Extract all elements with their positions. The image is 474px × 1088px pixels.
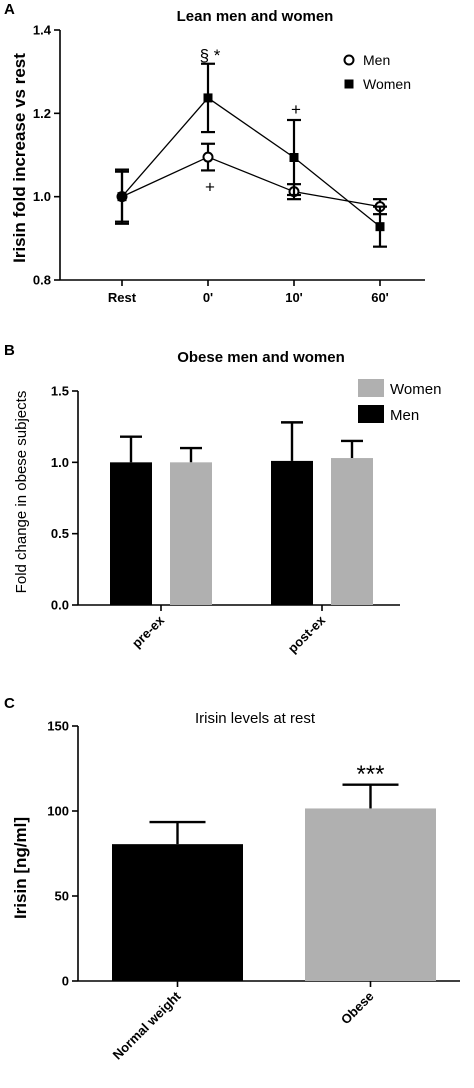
series-a (115, 62, 387, 248)
legend-label: Men (363, 52, 390, 68)
series-line-women (121, 97, 381, 228)
y-tick-label: 1.0 (33, 189, 51, 204)
y-tick-label: 1.0 (51, 455, 69, 470)
x-tick-label: post-ex (285, 612, 329, 656)
y-tick-label: 150 (47, 719, 69, 734)
legend-label: Women (390, 381, 441, 398)
y-axis-label-a: Irisin fold increase vs rest (10, 53, 29, 263)
x-ticks-b: pre-ex post-ex (129, 605, 329, 656)
legend-marker-men (343, 54, 355, 66)
y-tick-label: 0 (62, 974, 69, 989)
panel-label-a: A (4, 1, 15, 18)
legend-b: Women Men (358, 379, 441, 424)
panel-c: C Irisin levels at rest Irisin [ng/ml] 0… (4, 695, 460, 1062)
point-women (375, 222, 385, 232)
y-tick-label: 1.4 (33, 23, 52, 38)
panel-label-c: C (4, 695, 15, 712)
significance-marker: + (291, 100, 301, 119)
legend-swatch-women (358, 379, 384, 397)
bar-men-post-ex (271, 460, 313, 605)
legend-label: Men (390, 407, 419, 424)
legend-label: Women (363, 76, 411, 92)
x-ticks-a: Rest 0' 10' 60' (108, 280, 389, 305)
bars-c (112, 783, 436, 981)
bar-women-pre-ex (170, 462, 212, 605)
y-axis-label-b: Fold change in obese subjects (13, 391, 30, 594)
series-line-men (121, 156, 381, 208)
y-ticks-b: 0.0 0.5 1.0 1.5 (51, 384, 78, 613)
panel-a: A Lean men and women Irisin fold increas… (4, 1, 425, 305)
legend-a: Men Women (343, 52, 411, 92)
y-ticks-a: 0.8 1.0 1.2 1.4 (33, 23, 60, 288)
y-tick-label: 1.2 (33, 106, 51, 121)
x-tick-label: Obese (338, 989, 377, 1028)
bar-women-post-ex (331, 458, 373, 605)
legend-swatch-men (358, 405, 384, 423)
panel-b: B Obese men and women Fold change in obe… (4, 342, 441, 656)
point-women (203, 93, 213, 103)
y-tick-label: 0.8 (33, 273, 51, 288)
chart-title-b: Obese men and women (177, 349, 345, 366)
y-tick-label: 100 (47, 804, 69, 819)
point-men (202, 151, 214, 163)
x-ticks-c: Normal weight Obese (110, 981, 377, 1062)
y-ticks-c: 0 50 100 150 (47, 719, 78, 989)
point-women (117, 192, 127, 202)
x-tick-label: 60' (371, 290, 389, 305)
x-tick-label: 0' (203, 290, 213, 305)
y-tick-label: 50 (55, 889, 69, 904)
y-tick-label: 0.0 (51, 598, 69, 613)
annotations-c: *** (356, 761, 384, 788)
chart-title-c: Irisin levels at rest (195, 710, 316, 727)
significance-marker: + (205, 177, 215, 196)
x-tick-label: pre-ex (129, 612, 168, 651)
x-tick-label: 10' (285, 290, 303, 305)
y-tick-label: 0.5 (51, 526, 69, 541)
bar-obese (305, 808, 436, 981)
axes-a (59, 30, 425, 281)
legend-marker-women (344, 79, 354, 89)
x-tick-label: Rest (108, 290, 137, 305)
annotations-a: § * + + (200, 46, 301, 196)
significance-marker: *** (356, 761, 384, 788)
significance-marker: § * (200, 46, 221, 65)
bar-men-pre-ex (110, 462, 152, 605)
bars-b (110, 421, 373, 605)
point-women (289, 153, 299, 162)
panel-label-b: B (4, 342, 15, 359)
y-tick-label: 1.5 (51, 384, 69, 399)
x-tick-label: Normal weight (110, 988, 184, 1062)
bar-normal-weight (112, 844, 243, 981)
chart-title-a: Lean men and women (177, 8, 334, 25)
y-axis-label-c: Irisin [ng/ml] (11, 817, 30, 919)
